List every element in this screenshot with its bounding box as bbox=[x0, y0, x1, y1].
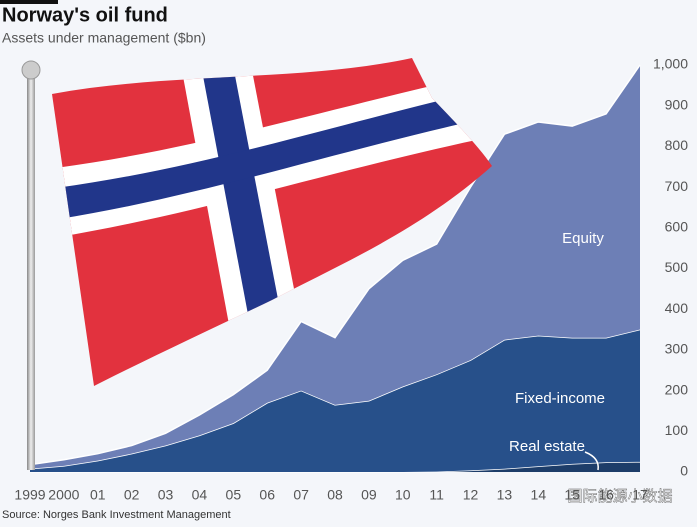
series-label: Real estate bbox=[509, 438, 585, 455]
y-tick-label: 700 bbox=[665, 178, 689, 194]
x-tick-label: 03 bbox=[158, 487, 174, 503]
y-tick-label: 1,000 bbox=[653, 56, 688, 72]
x-tick-label: 01 bbox=[90, 487, 106, 503]
x-tick-label: 07 bbox=[293, 487, 309, 503]
x-tick-label: 14 bbox=[531, 487, 547, 503]
y-tick-label: 100 bbox=[665, 422, 689, 438]
area bbox=[30, 461, 640, 472]
chart-title: Norway's oil fund bbox=[2, 4, 168, 26]
annotation-arrow bbox=[584, 451, 599, 471]
x-tick-label: 17 bbox=[632, 487, 648, 503]
x-tick-label: 10 bbox=[395, 487, 411, 503]
x-tick-label: 16 bbox=[598, 487, 614, 503]
watermark: 国际能源小数据 bbox=[567, 488, 672, 505]
pole-top bbox=[21, 60, 41, 80]
x-tick-label: 05 bbox=[226, 487, 242, 503]
x-tick-label: 15 bbox=[564, 487, 580, 503]
x-tick-label: 02 bbox=[124, 487, 140, 503]
y-tick-label: 600 bbox=[665, 219, 689, 235]
series-label: Equity bbox=[562, 230, 604, 247]
x-tick-label: 12 bbox=[463, 487, 479, 503]
y-tick-label: 400 bbox=[665, 300, 689, 316]
chart-subtitle: Assets under management ($bn) bbox=[2, 30, 206, 46]
area-edge bbox=[29, 64, 641, 466]
x-tick-label: 1999 bbox=[14, 487, 45, 503]
flag-cross-blue bbox=[52, 86, 492, 222]
x-tick-label: 06 bbox=[259, 487, 275, 503]
y-tick-label: 0 bbox=[680, 463, 688, 479]
y-tick-label: 300 bbox=[665, 341, 689, 357]
y-tick-label: 800 bbox=[665, 137, 689, 153]
x-tick-label: 13 bbox=[497, 487, 513, 503]
area bbox=[30, 329, 640, 472]
series-label: Fixed-income bbox=[515, 390, 605, 407]
source: Source: Norges Bank Investment Managemen… bbox=[2, 509, 231, 521]
x-tick-label: 09 bbox=[361, 487, 377, 503]
x-tick-label: 04 bbox=[192, 487, 208, 503]
y-tick-label: 900 bbox=[665, 96, 689, 112]
x-tick-label: 08 bbox=[327, 487, 343, 503]
y-tick-label: 500 bbox=[665, 259, 689, 275]
x-tick-label: 2000 bbox=[48, 487, 79, 503]
title-bar bbox=[0, 0, 58, 4]
y-tick-label: 200 bbox=[665, 381, 689, 397]
x-tick-label: 11 bbox=[429, 487, 444, 503]
flag-pole bbox=[27, 70, 35, 470]
flag-cross-blue bbox=[200, 60, 282, 325]
